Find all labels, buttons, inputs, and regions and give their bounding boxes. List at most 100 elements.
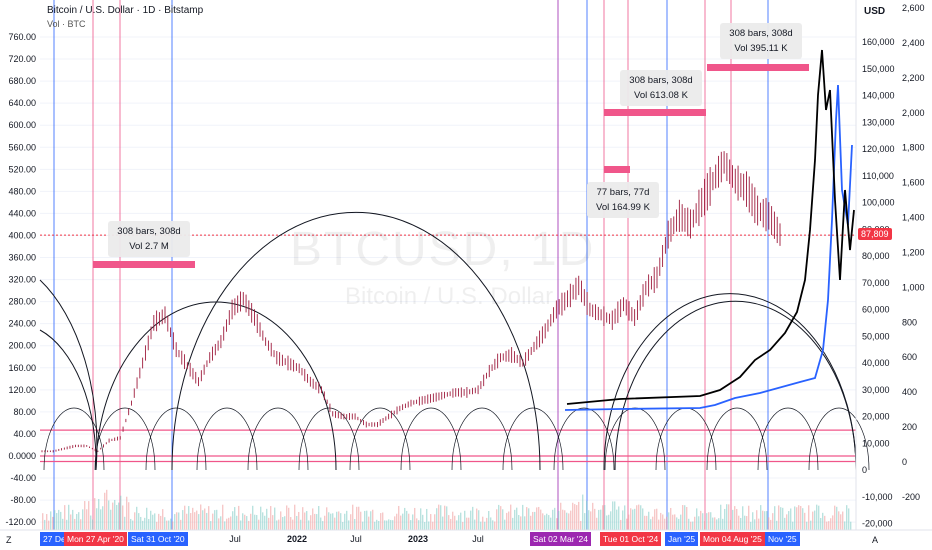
volume-bar — [184, 505, 186, 530]
volume-bar — [396, 513, 398, 530]
volume-bar — [54, 510, 56, 530]
annotation-4-bars: 308 bars, 308d — [729, 28, 793, 39]
volume-bar — [306, 511, 308, 530]
volume-bar — [478, 510, 480, 530]
volume-bar — [580, 520, 582, 530]
volume-bar — [250, 513, 252, 530]
volume-bar — [636, 505, 638, 530]
volume-bar — [360, 511, 362, 530]
volume-bar — [192, 507, 194, 530]
volume-bar — [370, 511, 372, 530]
volume-bar — [614, 501, 616, 530]
volume-bar — [776, 520, 778, 530]
volume-bar — [110, 509, 112, 530]
volume-bar — [468, 517, 470, 530]
volume-bar — [386, 520, 388, 530]
volume-bar — [834, 505, 836, 530]
volume-bar — [398, 505, 400, 530]
volume-bar — [156, 521, 158, 530]
volume-bar — [820, 518, 822, 530]
volume-bar — [532, 511, 534, 530]
volume-bar — [100, 509, 102, 530]
volume-bar — [738, 515, 740, 530]
left-axis-label: 720.00 — [8, 54, 36, 64]
volume-bar — [752, 512, 754, 530]
volume-bar — [198, 514, 200, 530]
corner-left[interactable]: Z — [6, 535, 12, 545]
volume-bar — [294, 504, 296, 530]
volume-bar — [148, 519, 150, 530]
volume-bar — [690, 521, 692, 530]
date-tag-6: Mon 04 Aug '25 — [700, 532, 765, 546]
volume-bar — [602, 505, 604, 530]
volume-bar — [80, 519, 82, 530]
price-axis-label: -20,000 — [862, 519, 893, 529]
volume-bar — [688, 518, 690, 530]
volume-bar — [420, 508, 422, 530]
volume-bar — [732, 509, 734, 530]
overlay-lines — [564, 49, 855, 411]
x-axis-label: 2022 — [287, 534, 307, 544]
volume-bar — [348, 520, 350, 530]
annotation-4-vol: Vol 395.11 K — [734, 43, 788, 54]
far-axis-label: 1,400 — [902, 213, 925, 223]
annotation-4[interactable]: 308 bars, 308d Vol 395.11 K — [720, 23, 802, 59]
volume-bar — [568, 513, 570, 530]
volume-bar — [272, 515, 274, 530]
volume-bar — [60, 511, 62, 530]
black-overlay-line — [566, 49, 855, 405]
volume-bar — [814, 510, 816, 530]
volume-bar — [98, 499, 100, 530]
volume-bar — [356, 506, 358, 530]
volume-bar — [770, 519, 772, 530]
volume-bar — [264, 515, 266, 530]
volume-bar — [644, 515, 646, 530]
cycle-arc — [614, 300, 857, 471]
far-axis-label: -200 — [902, 492, 920, 502]
corner-right[interactable]: A — [872, 535, 879, 545]
left-axis-label: 120.00 — [8, 385, 36, 395]
volume-bar — [604, 505, 606, 530]
volume-bar — [242, 513, 244, 530]
volume-bar — [400, 515, 402, 530]
small-cycle-arc — [706, 407, 768, 471]
volume-bar — [648, 511, 650, 530]
left-axis-label: 680.00 — [8, 76, 36, 86]
volume-bar — [214, 510, 216, 530]
volume-bar — [838, 511, 840, 530]
currency-label[interactable]: USD — [864, 6, 886, 17]
volume-bar — [208, 506, 210, 530]
volume-bar — [808, 505, 810, 530]
small-cycle-arc — [808, 407, 870, 471]
volume-bar — [826, 521, 828, 530]
annotation-3[interactable]: 308 bars, 308d Vol 613.08 K — [620, 70, 702, 106]
volume-bar — [278, 519, 280, 530]
volume-bar — [804, 512, 806, 530]
volume-bar — [280, 511, 282, 530]
volume-bar — [750, 521, 752, 530]
volume-bar — [736, 508, 738, 530]
price-axis-label: 120,000 — [862, 144, 895, 154]
far-axis-label: 2,400 — [902, 38, 925, 48]
volume-bar — [504, 519, 506, 530]
small-cycle-arc — [196, 407, 258, 471]
volume-bar — [716, 519, 718, 530]
volume-bar — [802, 508, 804, 530]
annotation-2[interactable]: 77 bars, 77d Vol 164.99 K — [587, 182, 659, 218]
grid — [40, 36, 856, 523]
volume-bar — [104, 492, 106, 530]
volume-bar — [326, 507, 328, 530]
volume-bar — [410, 520, 412, 530]
volume-bar — [64, 505, 66, 530]
volume-bar — [812, 511, 814, 530]
volume-bar — [546, 513, 548, 530]
left-axis-label: 200.00 — [8, 341, 36, 351]
volume-bar — [172, 521, 174, 530]
volume-bar — [118, 502, 120, 530]
x-axis-label: Jul — [350, 534, 362, 544]
volume-bar — [228, 517, 230, 530]
annotation-1[interactable]: 308 bars, 308d Vol 2.7 M — [108, 221, 190, 257]
volume-bar — [246, 516, 248, 530]
volume-bar — [588, 510, 590, 530]
price-axis-label: 100,000 — [862, 198, 895, 208]
